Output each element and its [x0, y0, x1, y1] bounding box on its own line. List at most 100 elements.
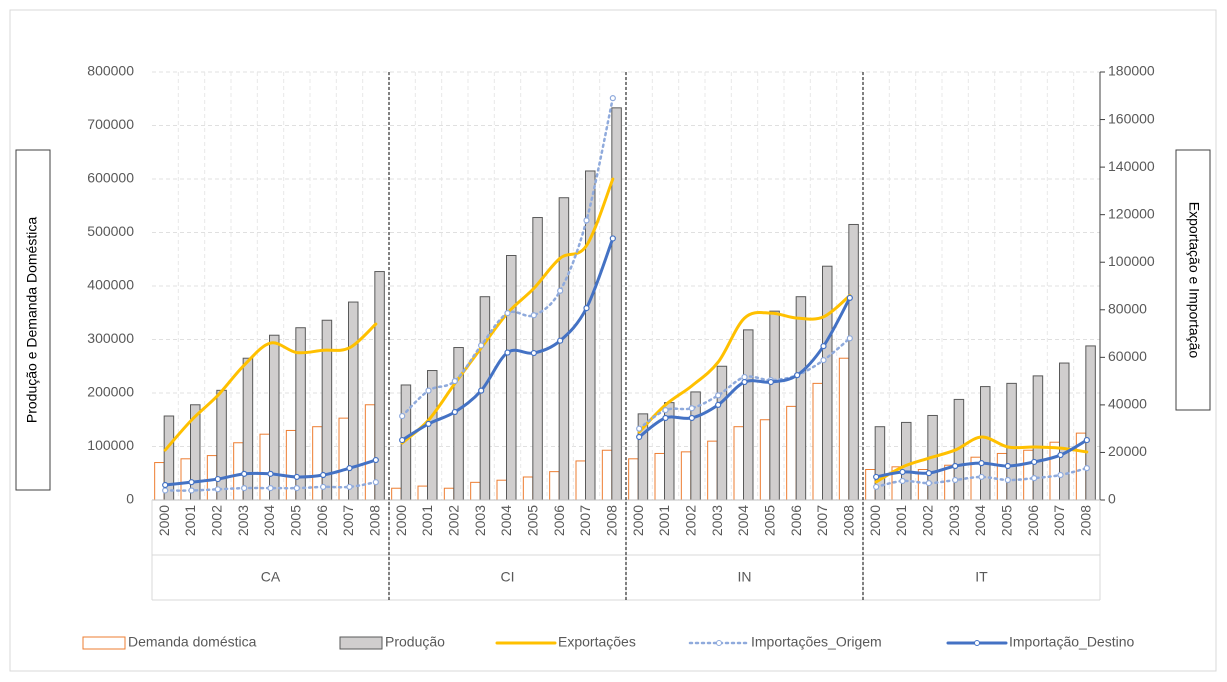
bar [1032, 375, 1044, 501]
marker [820, 343, 827, 350]
x-tick-label: 2001 [893, 505, 909, 536]
line [874, 435, 1089, 484]
marker [504, 310, 511, 317]
y-tick-label: 700000 [87, 116, 134, 132]
bar [812, 382, 823, 501]
marker [609, 235, 616, 242]
marker [293, 473, 300, 481]
marker [583, 217, 590, 224]
bar [980, 386, 991, 501]
y-axis-label: Produção e Demanda Doméstica [24, 217, 40, 423]
group-label: IN [738, 569, 752, 585]
marker [320, 483, 327, 491]
marker [188, 487, 195, 494]
x-tick-label: 2006 [314, 505, 330, 536]
bar [848, 223, 859, 501]
bar [479, 296, 491, 501]
bar [364, 404, 376, 501]
marker [925, 480, 932, 487]
marker [873, 473, 880, 481]
bar [417, 485, 428, 501]
marker [662, 407, 669, 414]
x-tick-label: 2004 [972, 505, 988, 536]
x-tick-label: 2004 [261, 505, 277, 536]
bar [522, 476, 534, 501]
marker [425, 387, 432, 394]
bar [374, 271, 385, 501]
bar [549, 471, 560, 501]
legend-label: Importação_Destino [1009, 634, 1135, 650]
marker [1031, 458, 1038, 466]
legend-swatch [339, 636, 383, 650]
marker [952, 462, 959, 470]
marker [820, 357, 827, 364]
x-tick-label: 2006 [551, 505, 567, 536]
marker [1083, 465, 1090, 472]
x-tick-label: 2001 [419, 505, 435, 536]
marker [688, 414, 695, 422]
bar [1059, 362, 1070, 501]
legend-label: Produção [385, 634, 445, 650]
marker [478, 387, 485, 394]
marker [636, 425, 643, 432]
line [163, 322, 378, 452]
bar [575, 460, 586, 501]
y2-axis-label: Exportação e Importação [1186, 202, 1202, 359]
marker [451, 378, 458, 385]
marker [636, 433, 643, 441]
y2-tick-label: 100000 [1108, 253, 1155, 269]
y-tick-label: 400000 [87, 277, 134, 293]
marker [162, 487, 169, 494]
x-tick-label: 2005 [999, 505, 1015, 536]
y-tick-label: 500000 [87, 223, 134, 239]
x-tick-label: 2002 [683, 505, 699, 536]
marker [293, 485, 300, 492]
marker [609, 95, 616, 102]
marker [399, 436, 406, 444]
marker [214, 475, 221, 483]
marker [925, 470, 932, 477]
y2-tick-label: 20000 [1108, 443, 1147, 459]
bar [838, 357, 850, 501]
bar [769, 310, 780, 501]
x-tick-label: 2002 [446, 505, 462, 536]
bar [532, 217, 543, 501]
marker [346, 465, 353, 472]
x-tick-label: 2006 [1025, 505, 1041, 536]
marker [1004, 476, 1011, 484]
marker [1057, 471, 1064, 479]
y2-tick-label: 160000 [1108, 110, 1155, 126]
x-tick-label: 2008 [841, 505, 857, 536]
marker [1004, 462, 1011, 470]
y-tick-label: 0 [126, 491, 134, 507]
marker [662, 414, 669, 422]
bar [1023, 449, 1034, 501]
bar [654, 452, 665, 501]
bar [242, 357, 254, 501]
x-tick-label: 2000 [393, 505, 409, 536]
bar [716, 365, 728, 501]
bar [944, 464, 955, 501]
marker [873, 483, 880, 491]
y2-tick-label: 60000 [1108, 348, 1147, 364]
marker [846, 294, 853, 301]
marker [978, 460, 985, 467]
x-tick-label: 2008 [604, 505, 620, 536]
bar [233, 442, 244, 501]
marker [978, 473, 985, 481]
marker [372, 479, 379, 486]
bar [496, 479, 507, 501]
legend-label: Importações_Origem [751, 634, 882, 650]
marker [899, 468, 906, 476]
x-tick-label: 2000 [630, 505, 646, 536]
legend-swatch [82, 636, 126, 650]
x-tick-label: 2003 [235, 505, 251, 536]
marker [214, 486, 221, 493]
marker [557, 287, 564, 294]
bar [259, 433, 270, 501]
y2-tick-label: 0 [1108, 491, 1116, 507]
y-tick-label: 100000 [87, 437, 134, 453]
y2-tick-label: 40000 [1108, 396, 1147, 412]
bar [759, 419, 771, 501]
marker [794, 372, 801, 379]
